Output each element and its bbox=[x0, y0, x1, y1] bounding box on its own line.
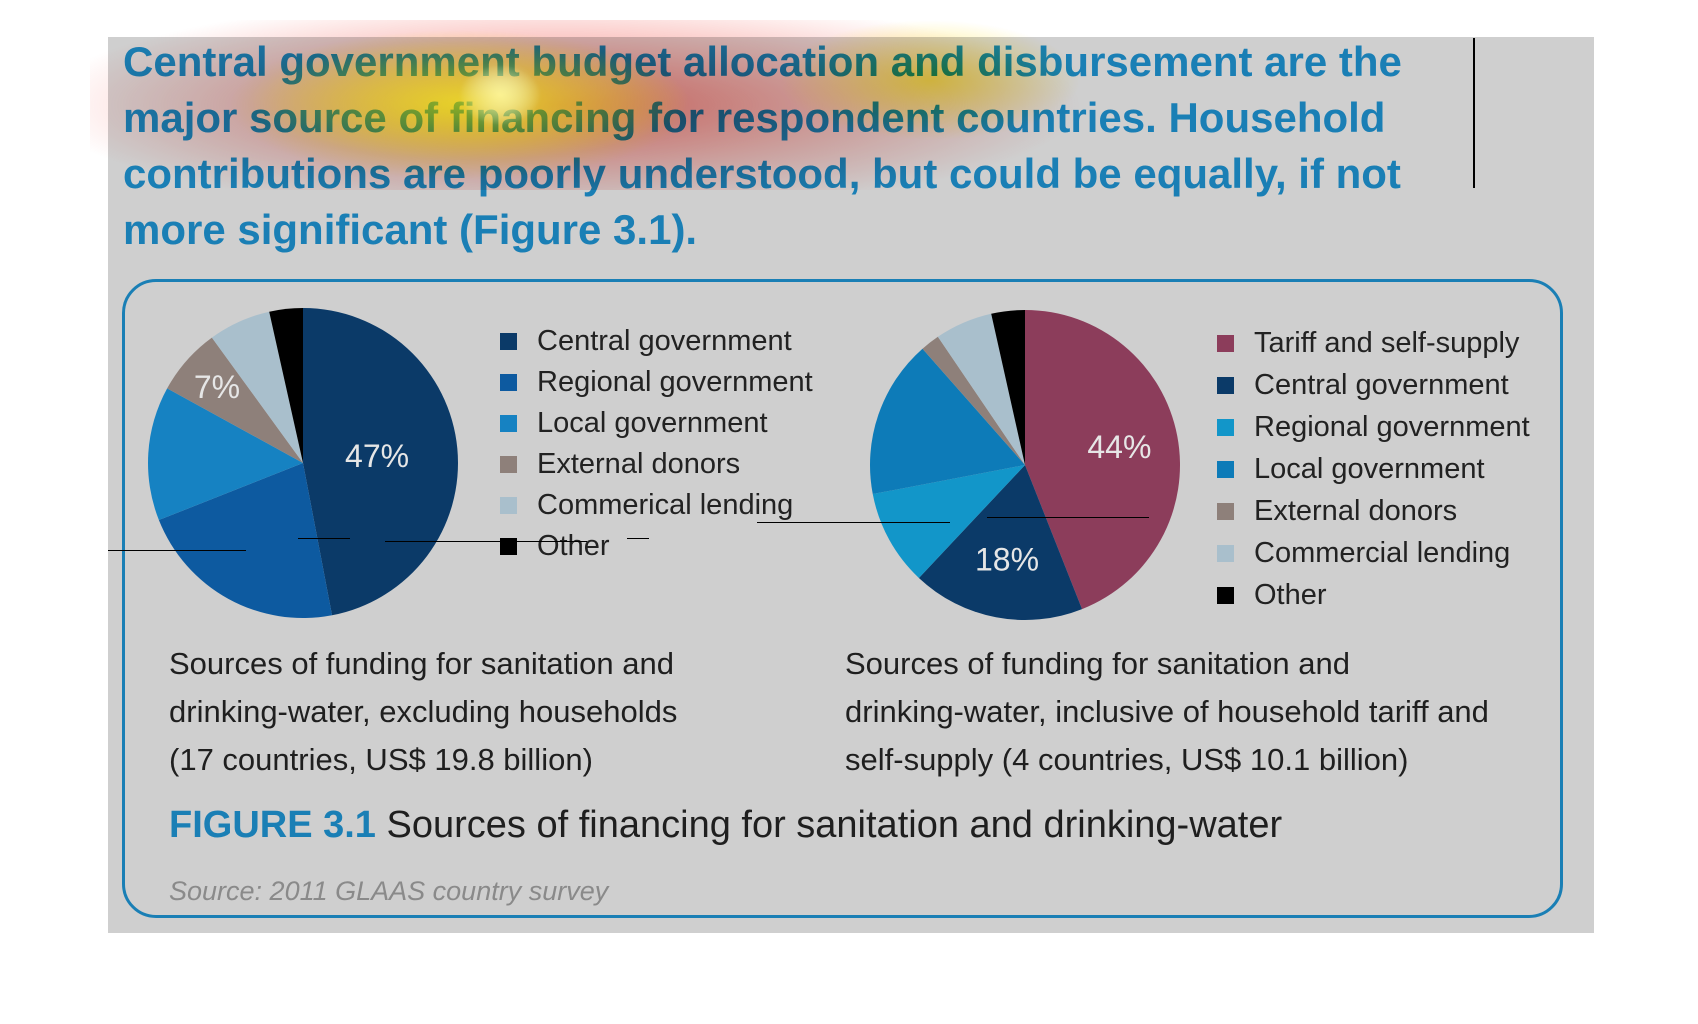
data-label-central-government: 18% bbox=[975, 541, 1039, 577]
legend-swatch bbox=[1217, 418, 1234, 436]
caption-right-line-1: Sources of funding for sanitation and bbox=[845, 646, 1350, 681]
pie-slice-central-government bbox=[918, 465, 1083, 620]
caption-left: Sources of funding for sanitation and dr… bbox=[169, 640, 677, 784]
legend-item-commercial-lending: Commercial lending bbox=[1217, 532, 1530, 574]
caption-left-line-3: (17 countries, US$ 19.8 billion) bbox=[169, 742, 593, 777]
pie-slice-external-donors bbox=[167, 337, 303, 463]
pie-slice-commercial-lending bbox=[937, 313, 1025, 465]
legend-item-external-donors: External donors bbox=[1217, 490, 1530, 532]
caption-right: Sources of funding for sanitation and dr… bbox=[845, 640, 1489, 784]
legend-item-local-government: Local government bbox=[500, 403, 813, 444]
legend-left: Central government Regional government Loc… bbox=[500, 321, 813, 567]
legend-swatch bbox=[500, 456, 517, 473]
pie-chart-excluding-households: 47% 7% bbox=[148, 308, 458, 618]
pie-slice-local-government bbox=[869, 348, 1025, 495]
legend-label: Commerical lending bbox=[537, 489, 794, 521]
pie-slice-other bbox=[991, 310, 1025, 465]
pie-slice-regional-government bbox=[158, 463, 333, 618]
pie-slice-external-donors bbox=[922, 336, 1025, 465]
pie-slice-commerical-lending bbox=[211, 311, 303, 463]
legend-label: Local government bbox=[1254, 452, 1485, 485]
legend-right: Tariff and self-supply Central government… bbox=[1217, 322, 1530, 616]
data-label-tariff-and-self-supply: 44% bbox=[1087, 429, 1151, 465]
legend-item-regional-government: Regional government bbox=[1217, 406, 1530, 448]
legend-swatch bbox=[1217, 460, 1234, 478]
legend-item-central-government: Central government bbox=[1217, 364, 1530, 406]
legend-label: Commercial lending bbox=[1254, 536, 1511, 569]
legend-label: Other bbox=[537, 530, 610, 562]
legend-label: Other bbox=[1254, 578, 1327, 611]
stray-line bbox=[987, 517, 1149, 518]
legend-swatch bbox=[1217, 376, 1234, 394]
legend-swatch bbox=[500, 497, 517, 514]
data-label-central-government: 47% bbox=[345, 438, 409, 474]
figure-title: FIGURE 3.1 Sources of financing for sani… bbox=[169, 804, 1282, 847]
legend-swatch bbox=[500, 538, 517, 555]
legend-label: External donors bbox=[1254, 494, 1458, 527]
pie-slice-tariff-and-self-supply bbox=[1025, 310, 1180, 610]
legend-item-other: Other bbox=[500, 526, 813, 567]
legend-label: External donors bbox=[537, 448, 741, 480]
caption-right-line-3: self-supply (4 countries, US$ 10.1 billi… bbox=[845, 742, 1409, 777]
legend-swatch bbox=[500, 415, 517, 432]
legend-item-other: Other bbox=[1217, 574, 1530, 616]
legend-label: Tariff and self-supply bbox=[1254, 326, 1520, 359]
stray-line bbox=[627, 538, 649, 539]
legend-label: Regional government bbox=[537, 366, 813, 398]
stray-line bbox=[385, 541, 587, 542]
pie-slice-regional-government bbox=[872, 465, 1025, 578]
legend-item-regional-government: Regional government bbox=[500, 362, 813, 403]
figure-label: FIGURE 3.1 bbox=[169, 804, 376, 846]
stray-line bbox=[108, 550, 246, 551]
legend-item-commerical-lending: Commerical lending bbox=[500, 485, 813, 526]
legend-item-local-government: Local government bbox=[1217, 448, 1530, 490]
legend-label: Central government bbox=[1254, 368, 1509, 401]
legend-label: Local government bbox=[537, 407, 768, 439]
figure-title-text: Sources of financing for sanitation and … bbox=[375, 804, 1283, 846]
legend-item-central-government: Central government bbox=[500, 321, 813, 362]
legend-label: Central government bbox=[537, 325, 792, 357]
legend-swatch bbox=[1217, 502, 1234, 520]
caption-right-line-2: drinking-water, inclusive of household t… bbox=[845, 694, 1489, 729]
caption-left-line-2: drinking-water, excluding households bbox=[169, 694, 678, 729]
legend-item-external-donors: External donors bbox=[500, 444, 813, 485]
legend-item-tariff-and-self-supply: Tariff and self-supply bbox=[1217, 322, 1530, 364]
legend-swatch bbox=[1217, 586, 1234, 604]
legend-swatch bbox=[500, 374, 517, 391]
stray-line bbox=[757, 522, 950, 523]
legend-label: Regional government bbox=[1254, 410, 1530, 443]
text-cursor bbox=[1473, 38, 1475, 188]
legend-swatch bbox=[500, 333, 517, 350]
legend-swatch bbox=[1217, 334, 1234, 352]
pie-slice-local-government bbox=[148, 388, 303, 521]
pie-slice-other bbox=[269, 308, 303, 463]
source-note: Source: 2011 GLAAS country survey bbox=[169, 876, 609, 906]
data-label-external-donors: 7% bbox=[194, 369, 240, 405]
stray-line bbox=[298, 538, 350, 539]
caption-left-line-1: Sources of funding for sanitation and bbox=[169, 646, 674, 681]
figure-frame bbox=[122, 279, 1563, 918]
legend-swatch bbox=[1217, 544, 1234, 562]
pie-chart-inclusive-households: 44% 18% bbox=[869, 310, 1180, 620]
